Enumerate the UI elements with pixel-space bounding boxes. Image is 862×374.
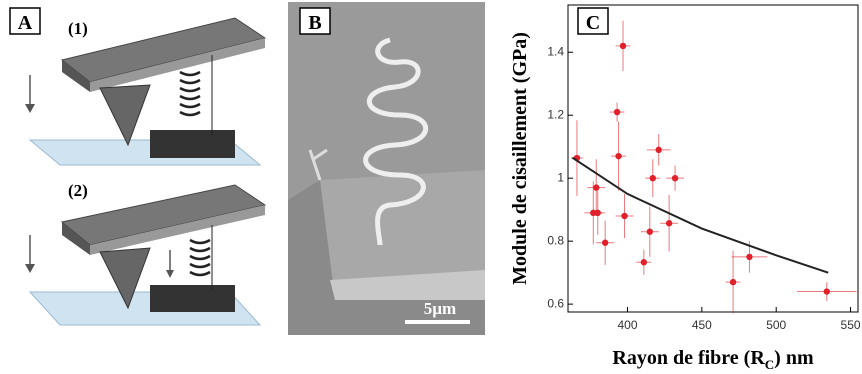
point: [640, 259, 648, 266]
x-axis-label-part: C: [765, 357, 774, 372]
x-tick-label: 550: [841, 318, 861, 332]
point: [746, 253, 753, 261]
y-tick-label: 0.8: [547, 233, 564, 247]
panel-label: A: [18, 12, 33, 34]
point: [594, 209, 601, 217]
point: [601, 239, 609, 246]
point: [671, 174, 679, 182]
x-axis-label-part: Rayon de fibre (R: [612, 347, 765, 369]
x-axis-label: Rayon de fibre (RC) nm: [612, 347, 814, 372]
scale-bar: [405, 320, 470, 324]
afm-step-2: [25, 184, 267, 326]
x-tick-label: 400: [617, 318, 637, 332]
point: [619, 42, 627, 50]
point: [729, 278, 737, 286]
panel-label: B: [308, 12, 321, 34]
panel-label-box: [577, 7, 609, 35]
scale-bar-label: 5µm: [424, 299, 456, 318]
plot-frame: [567, 4, 859, 313]
panel-b: B 5µm: [288, 2, 485, 335]
point: [646, 228, 653, 235]
y-tick-label: 1.4: [547, 44, 564, 58]
point: [823, 288, 830, 295]
point: [593, 184, 600, 191]
x-axis-label-part: ) nm: [774, 347, 814, 369]
y-axis-label: Module de cisaillement (GPa): [509, 32, 531, 285]
panel-a: A (1) (2): [9, 7, 267, 326]
y-tick-label: 0.6: [547, 296, 564, 310]
point: [615, 152, 622, 160]
y-tick-label: 1: [557, 170, 564, 184]
point: [613, 108, 621, 116]
point: [655, 146, 662, 154]
afm-step-1: [25, 17, 267, 166]
step-label: (2): [68, 181, 88, 200]
panel-c: C 400 450 500 550 0.6 0.8 1 1.2 1.4 Rayon de fibre…: [509, 4, 861, 372]
panel-label: C: [586, 12, 600, 34]
point: [665, 220, 673, 227]
fit-curve: [571, 156, 829, 274]
step-label: (1): [68, 19, 88, 38]
y-tick-label: 1.2: [547, 107, 564, 121]
panel-label-box: [299, 7, 331, 35]
x-tick-label: 500: [766, 318, 786, 332]
point: [621, 212, 628, 220]
point: [649, 174, 656, 182]
x-tick-label: 450: [692, 318, 712, 332]
panel-label-box: [9, 7, 41, 35]
